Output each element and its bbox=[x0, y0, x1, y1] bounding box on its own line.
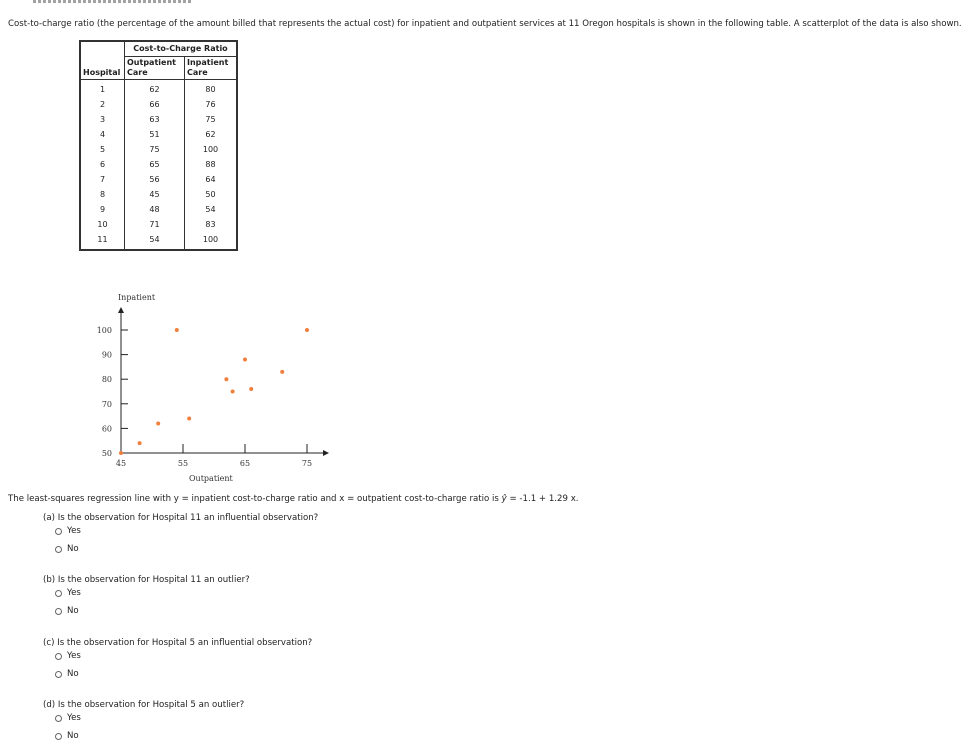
radio-button[interactable] bbox=[55, 527, 62, 535]
data-point bbox=[243, 357, 247, 362]
data-point bbox=[224, 377, 229, 382]
data-point bbox=[230, 389, 235, 394]
table-row: 6 65 88 bbox=[79, 157, 238, 172]
inpatient-cell: 80 bbox=[184, 79, 238, 97]
truncated-top-text bbox=[33, 0, 193, 3]
outpatient-column-header: Outpatient Care bbox=[124, 56, 185, 80]
data-point bbox=[119, 451, 123, 455]
regression-yhat: ŷ bbox=[501, 494, 507, 504]
question-b: (b) Is the observation for Hospital 11 a… bbox=[43, 575, 250, 585]
question-d-yes-option[interactable]: Yes bbox=[55, 713, 81, 723]
y-tick-label: 90 bbox=[102, 351, 112, 360]
question-d: (d) Is the observation for Hospital 5 an… bbox=[43, 700, 245, 710]
radio-button[interactable] bbox=[55, 714, 62, 722]
table-row: 11 54 100 bbox=[79, 232, 238, 250]
inpatient-cell: 62 bbox=[184, 127, 238, 142]
data-point bbox=[249, 387, 254, 392]
option-label: No bbox=[67, 669, 79, 679]
data-point-group bbox=[119, 328, 309, 455]
option-label: No bbox=[67, 731, 79, 741]
data-point bbox=[137, 441, 142, 446]
radio-button[interactable] bbox=[55, 607, 62, 615]
question-d-no-option[interactable]: No bbox=[55, 731, 79, 741]
inpatient-cell: 100 bbox=[184, 142, 238, 157]
outpatient-cell: 66 bbox=[124, 97, 185, 112]
option-label: Yes bbox=[67, 713, 81, 723]
regression-text-after: = -1.1 + 1.29 x. bbox=[506, 494, 579, 504]
question-c-no-option[interactable]: No bbox=[55, 669, 79, 679]
inpatient-cell: 50 bbox=[184, 187, 238, 202]
outpatient-cell: 54 bbox=[124, 232, 185, 250]
x-tick-label: 75 bbox=[302, 459, 312, 468]
outpatient-cell: 63 bbox=[124, 112, 185, 127]
data-point bbox=[174, 328, 179, 332]
table-body: 1 62 80 2 66 76 3 63 75 4 51 62 5 75 100 6 65 88 7 56 64 8 45 5… bbox=[79, 79, 238, 250]
radio-button[interactable] bbox=[55, 732, 62, 740]
outpatient-cell: 62 bbox=[124, 79, 185, 97]
outpatient-cell: 56 bbox=[124, 172, 185, 187]
x-tick-label: 55 bbox=[178, 459, 188, 468]
outpatient-cell: 45 bbox=[124, 187, 185, 202]
regression-text-before: The least-squares regression line with y… bbox=[8, 494, 502, 504]
radio-button[interactable] bbox=[55, 652, 62, 660]
outpatient-cell: 65 bbox=[124, 157, 185, 172]
y-tick-label: 80 bbox=[102, 375, 112, 384]
x-tick-label: 45 bbox=[116, 459, 126, 468]
question-b-no-option[interactable]: No bbox=[55, 606, 79, 616]
radio-button[interactable] bbox=[55, 545, 62, 553]
radio-button[interactable] bbox=[55, 589, 62, 597]
table-row: 4 51 62 bbox=[79, 127, 238, 142]
option-label: Yes bbox=[67, 588, 81, 598]
table-row: 5 75 100 bbox=[79, 142, 238, 157]
inpatient-cell: 88 bbox=[184, 157, 238, 172]
y-tick-label: 60 bbox=[102, 424, 112, 433]
inpatient-column-header: Inpatient Care bbox=[184, 56, 238, 80]
x-axis-label: Outpatient bbox=[189, 474, 233, 483]
outpatient-cell: 48 bbox=[124, 202, 185, 217]
data-point bbox=[187, 416, 192, 421]
option-label: Yes bbox=[67, 651, 81, 661]
data-point bbox=[305, 328, 309, 332]
y-tick-label: 100 bbox=[97, 326, 112, 335]
table-row: 7 56 64 bbox=[79, 172, 238, 187]
y-tick-label: 50 bbox=[102, 449, 112, 458]
table-row: 8 45 50 bbox=[79, 187, 238, 202]
x-tick-label: 65 bbox=[240, 459, 250, 468]
table-row: 10 71 83 bbox=[79, 217, 238, 232]
inpatient-cell: 100 bbox=[184, 232, 238, 250]
table-row: 1 62 80 bbox=[79, 79, 238, 97]
regression-equation: The least-squares regression line with y… bbox=[8, 494, 579, 504]
cost-to-charge-table: Cost-to-Charge Ratio Hospital Outpatient… bbox=[79, 40, 238, 251]
outpatient-cell: 71 bbox=[124, 217, 185, 232]
y-axis-label: Inpatient bbox=[118, 293, 156, 302]
question-a-yes-option[interactable]: Yes bbox=[55, 526, 81, 536]
data-point bbox=[156, 421, 161, 426]
intro-text: Cost-to-charge ratio (the percentage of … bbox=[8, 19, 962, 29]
outpatient-cell: 75 bbox=[124, 142, 185, 157]
option-label: Yes bbox=[67, 526, 81, 536]
inpatient-cell: 75 bbox=[184, 112, 238, 127]
y-tick-label: 70 bbox=[102, 400, 112, 409]
data-point bbox=[280, 369, 285, 374]
radio-button[interactable] bbox=[55, 670, 62, 678]
table-row: 3 63 75 bbox=[79, 112, 238, 127]
option-label: No bbox=[67, 544, 79, 554]
question-a: (a) Is the observation for Hospital 11 a… bbox=[43, 513, 319, 523]
inpatient-cell: 54 bbox=[184, 202, 238, 217]
inpatient-cell: 64 bbox=[184, 172, 238, 187]
inpatient-cell: 76 bbox=[184, 97, 238, 112]
table-row: 9 48 54 bbox=[79, 202, 238, 217]
table-row: 2 66 76 bbox=[79, 97, 238, 112]
option-label: No bbox=[67, 606, 79, 616]
question-c: (c) Is the observation for Hospital 5 an… bbox=[43, 638, 313, 648]
question-b-yes-option[interactable]: Yes bbox=[55, 588, 81, 598]
inpatient-cell: 83 bbox=[184, 217, 238, 232]
question-a-no-option[interactable]: No bbox=[55, 544, 79, 554]
question-c-yes-option[interactable]: Yes bbox=[55, 651, 81, 661]
outpatient-cell: 51 bbox=[124, 127, 185, 142]
tick-group: 50 60 70 80 90 100 45 55 65 75 bbox=[97, 326, 312, 468]
